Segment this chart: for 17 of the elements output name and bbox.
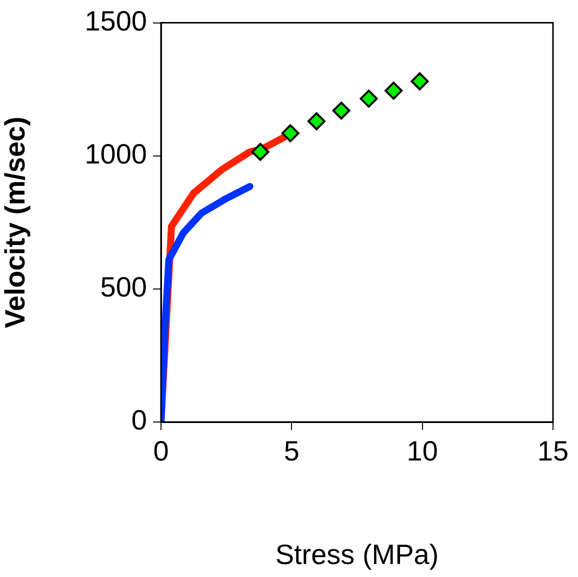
y-tick-label: 1500 — [84, 6, 147, 37]
point — [251, 142, 270, 161]
x-tick-label: 10 — [406, 436, 438, 467]
y-tick-label: 1000 — [84, 138, 147, 170]
point — [384, 82, 403, 100]
x-tick-label: 5 — [284, 436, 300, 467]
point — [360, 90, 378, 108]
x-axis-title: Stress (MPa) — [275, 538, 439, 570]
y-tick-label: 500 — [100, 272, 147, 303]
point — [281, 124, 300, 142]
point — [410, 72, 429, 90]
point — [307, 112, 326, 130]
y-tick-label: 0 — [131, 404, 147, 436]
x-tick-label: 0 — [153, 436, 169, 467]
point — [332, 102, 350, 120]
x-tick-label: 15 — [537, 436, 569, 467]
y-axis-title: Velocity (m/sec) — [0, 116, 31, 328]
